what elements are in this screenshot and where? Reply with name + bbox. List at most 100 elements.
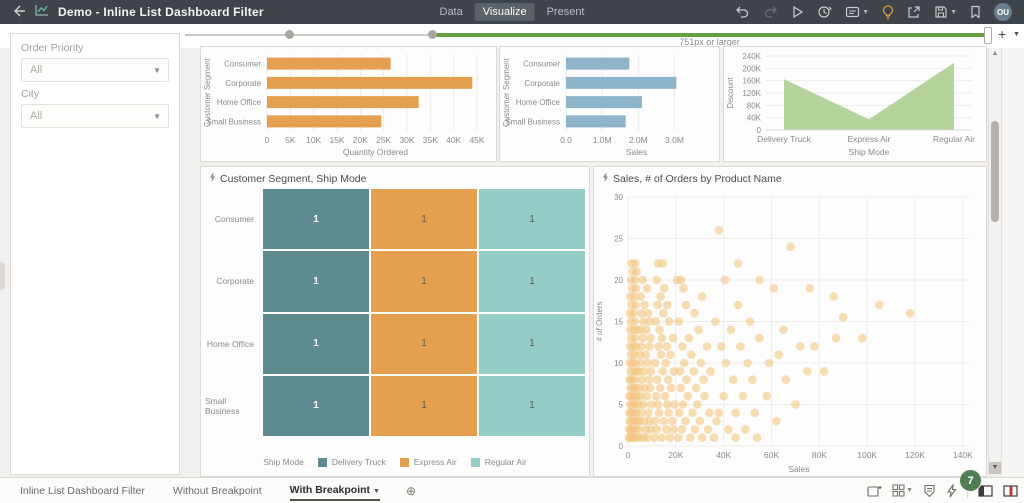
city-filter[interactable]: All ▼ (21, 104, 169, 128)
layout-grid-icon[interactable]: ▼ (892, 484, 913, 497)
heatmap-cell[interactable]: 1 (263, 375, 369, 436)
svg-text:Small Business: Small Business (206, 117, 261, 126)
canvas-tab-inline-list-dashboard-filter[interactable]: Inline List Dashboard Filter (20, 485, 145, 497)
filter-label: Order Priority (21, 42, 84, 54)
heatmap-cell[interactable]: 1 (371, 313, 477, 374)
svg-text:Discount: Discount (726, 77, 735, 109)
quantity-ordered-bar-chart[interactable]: 0 5K 10K 15K 20K 25K 30K 35K 40K 45K Consumer Corpo… (201, 47, 496, 159)
svg-text:10K: 10K (306, 135, 321, 145)
legend-label: Delivery Truck (331, 457, 386, 467)
heatmap-cell[interactable]: 1 (479, 375, 585, 436)
add-canvas-button[interactable]: ⊕ (405, 483, 417, 498)
svg-text:Customer Segment: Customer Segment (203, 57, 212, 127)
svg-text:20: 20 (614, 276, 623, 285)
svg-text:10: 10 (614, 359, 623, 368)
comments-caret-icon[interactable]: ▼ (862, 8, 870, 16)
canvas-tab-menu-caret-icon[interactable]: ▼ (373, 488, 380, 495)
breakpoint-active-range[interactable] (433, 33, 986, 37)
save-icon[interactable]: ▼ (934, 5, 957, 19)
breakpoint-handle[interactable] (984, 27, 992, 44)
heatmap-cell[interactable]: 1 (263, 251, 369, 312)
breakpoint-menu-caret-icon[interactable]: ▼ (1013, 31, 1020, 38)
add-breakpoint-button[interactable]: + (998, 26, 1007, 42)
heatmap-cell[interactable]: 1 (371, 189, 477, 250)
order-priority-filter[interactable]: All ▼ (21, 58, 169, 82)
heatmap-cell[interactable]: 1 (371, 251, 477, 312)
tab-visualize[interactable]: Visualize (474, 3, 535, 21)
legend-swatch (399, 457, 409, 467)
heatmap-cell[interactable]: 1 (371, 375, 477, 436)
breakpoint-stop-1[interactable] (285, 30, 294, 39)
heatmap-title: Customer Segment, Ship Mode (209, 172, 367, 185)
scroll-down-icon[interactable]: ▼ (989, 462, 1001, 474)
canvas-tab-without-breakpoint[interactable]: Without Breakpoint (172, 485, 262, 497)
breakpoint-stop-2[interactable] (428, 30, 437, 39)
svg-text:80K: 80K (747, 101, 762, 110)
svg-text:140K: 140K (953, 450, 973, 460)
user-avatar[interactable]: OU (994, 3, 1012, 21)
tile-quantity-ordered-bar-chart[interactable]: 0 5K 10K 15K 20K 25K 30K 35K 40K 45K Consumer Corpo… (200, 46, 497, 162)
heatmap-legend: Ship Mode Delivery Truck Express Air Regula… (201, 457, 589, 467)
legend-item[interactable]: Express Air (399, 457, 457, 467)
heatmap-cell[interactable]: 1 (263, 313, 369, 374)
svg-text:100K: 100K (857, 450, 877, 460)
tile-heatmap[interactable]: Customer Segment, Ship Mode Consumer 1 1 1 C… (200, 166, 590, 477)
quick-insights-icon[interactable] (946, 483, 957, 498)
heatmap-cell[interactable]: 1 (479, 313, 585, 374)
notification-badge[interactable]: 7 (959, 469, 982, 492)
heatmap-cell[interactable]: 1 (479, 251, 585, 312)
bookmark-icon[interactable] (970, 5, 981, 19)
tile-discount-area-chart[interactable]: 0 40K 80K 120K 160K 200K 240K Delivery Truck Exp… (723, 46, 987, 162)
heatmap-row-label: Corporate (216, 276, 254, 287)
workbook-icon (35, 3, 49, 21)
legend-item[interactable]: Delivery Truck (317, 457, 386, 467)
right-panel-toggle-icon[interactable] (1003, 484, 1018, 497)
svg-text:Customer Segment: Customer Segment (502, 57, 511, 127)
export-icon[interactable] (907, 5, 921, 19)
discount-area-chart[interactable]: 0 40K 80K 120K 160K 200K 240K Delivery Truck Exp… (724, 47, 986, 159)
filter-panel: Order Priority All ▼ City All ▼ (10, 33, 180, 475)
svg-text:0.0: 0.0 (560, 135, 572, 145)
svg-text:2.0M: 2.0M (629, 135, 648, 145)
tile-sales-bar-chart[interactable]: 0.0 1.0M 2.0M 3.0M Consumer Corporate Home Off… (499, 46, 720, 162)
heatmap-cell[interactable]: 1 (479, 189, 585, 250)
tab-data[interactable]: Data (439, 6, 463, 18)
svg-text:# of Orders: # of Orders (595, 301, 604, 341)
status-bar: Inline List Dashboard Filter Without Bre… (0, 477, 1024, 503)
tab-present[interactable]: Present (546, 6, 585, 18)
data-actions-icon[interactable] (923, 484, 936, 498)
schedule-icon[interactable] (817, 5, 833, 19)
back-button[interactable] (12, 5, 26, 19)
heatmap-cell[interactable]: 1 (263, 189, 369, 250)
svg-text:120K: 120K (905, 450, 925, 460)
sales-bar-chart[interactable]: 0.0 1.0M 2.0M 3.0M Consumer Corporate Home Off… (500, 47, 719, 159)
scroll-up-icon[interactable]: ▲ (991, 50, 999, 57)
canvas-tab-with-breakpoint[interactable]: With Breakpoint ▼ (289, 480, 380, 501)
redo-icon[interactable] (763, 5, 778, 19)
scrollbar-thumb[interactable] (991, 121, 999, 222)
svg-text:45K: 45K (469, 135, 484, 145)
svg-text:Home Office: Home Office (516, 98, 561, 107)
svg-text:25: 25 (614, 235, 623, 244)
svg-text:240K: 240K (742, 52, 761, 61)
tile-scatter-chart[interactable]: Sales, # of Orders by Product Name 0 20K 4… (593, 166, 987, 477)
save-caret-icon[interactable]: ▼ (950, 8, 957, 16)
scatter-title: Sales, # of Orders by Product Name (602, 172, 782, 185)
sales-orders-scatter-chart[interactable]: 0 20K 40K 60K 80K 100K 120K 140K 0 5 10 15 20 25 30 Sal… (594, 189, 986, 476)
layout-grid-caret-icon[interactable]: ▼ (906, 487, 913, 494)
panel-collapse-handle[interactable] (0, 262, 5, 290)
chart-add-icon[interactable] (867, 484, 882, 497)
legend-item[interactable]: Regular Air (470, 457, 527, 467)
comments-icon[interactable]: ▼ (845, 6, 869, 19)
filter-link-icon (602, 172, 609, 185)
undo-icon[interactable] (735, 5, 750, 19)
auto-insights-icon[interactable] (882, 4, 894, 20)
left-panel-toggle-icon[interactable] (978, 484, 993, 497)
workbook-title: Demo - Inline List Dashboard Filter (58, 5, 264, 19)
svg-text:5: 5 (619, 401, 624, 410)
svg-text:25K: 25K (376, 135, 391, 145)
svg-text:Regular Air: Regular Air (933, 134, 975, 144)
vertical-scrollbar[interactable]: ▲ ▼ (988, 48, 1001, 476)
filter-label: City (21, 88, 40, 100)
preview-icon[interactable] (791, 5, 804, 19)
